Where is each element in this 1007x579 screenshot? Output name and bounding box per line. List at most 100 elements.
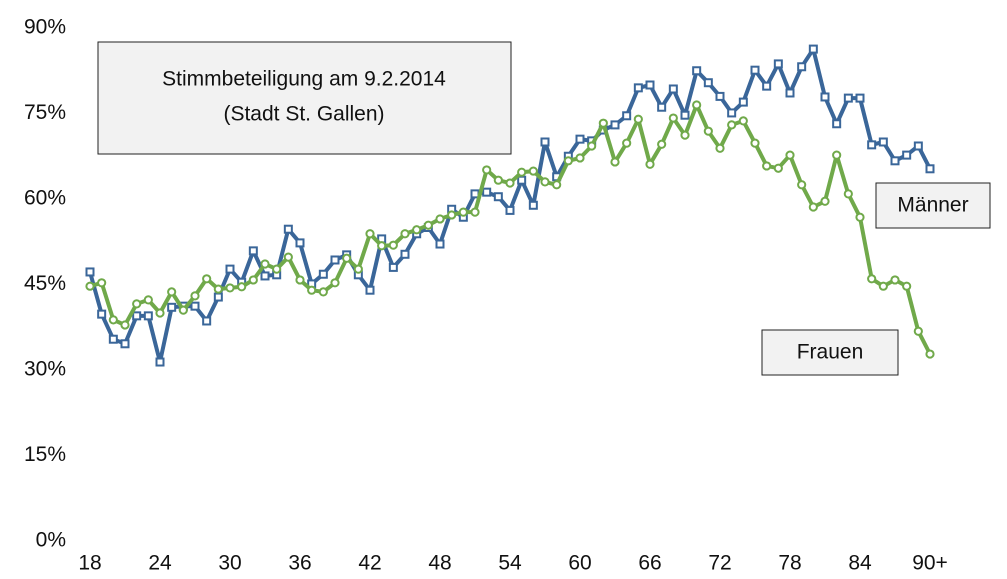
marker xyxy=(365,229,375,239)
marker xyxy=(645,159,655,169)
marker xyxy=(260,259,270,269)
marker xyxy=(120,339,130,349)
marker xyxy=(167,287,177,297)
marker xyxy=(295,275,305,285)
marker xyxy=(365,285,375,295)
marker xyxy=(633,83,643,93)
marker xyxy=(680,110,690,120)
y-tick-label: 75% xyxy=(24,101,66,124)
marker xyxy=(505,205,515,215)
marker xyxy=(575,153,585,163)
marker xyxy=(85,267,95,277)
marker xyxy=(738,116,748,126)
legend-label: Männer xyxy=(897,194,968,217)
marker xyxy=(400,229,410,239)
x-tick-label: 54 xyxy=(498,552,522,575)
marker xyxy=(727,108,737,118)
marker xyxy=(482,187,492,197)
marker xyxy=(843,93,853,103)
marker xyxy=(458,207,468,217)
x-tick-label: 90+ xyxy=(912,552,948,575)
marker xyxy=(727,120,737,130)
x-tick-label: 42 xyxy=(358,552,381,575)
marker xyxy=(575,134,585,144)
marker xyxy=(832,119,842,129)
y-tick-label: 90% xyxy=(24,16,66,39)
marker xyxy=(890,275,900,285)
y-tick-label: 60% xyxy=(24,187,66,210)
marker xyxy=(400,249,410,259)
marker xyxy=(272,264,282,274)
marker xyxy=(167,302,177,312)
x-tick-label: 66 xyxy=(638,552,661,575)
marker xyxy=(598,118,608,128)
marker xyxy=(773,163,783,173)
marker xyxy=(213,284,223,294)
marker xyxy=(283,252,293,262)
marker xyxy=(563,156,573,166)
marker xyxy=(913,326,923,336)
marker xyxy=(155,308,165,318)
y-tick-label: 0% xyxy=(36,529,66,552)
marker xyxy=(540,137,550,147)
x-tick-label: 30 xyxy=(218,552,241,575)
marker xyxy=(237,282,247,292)
marker xyxy=(855,212,865,222)
marker xyxy=(797,62,807,72)
marker xyxy=(622,138,632,148)
marker xyxy=(260,271,270,281)
marker xyxy=(108,334,118,344)
marker xyxy=(505,178,515,188)
marker xyxy=(330,255,340,265)
y-tick-label: 30% xyxy=(24,358,66,381)
marker xyxy=(318,287,328,297)
marker xyxy=(493,175,503,185)
marker xyxy=(330,278,340,288)
marker xyxy=(318,269,328,279)
marker xyxy=(657,102,667,112)
marker xyxy=(552,180,562,190)
marker xyxy=(423,220,433,230)
marker xyxy=(225,283,235,293)
marker xyxy=(715,143,725,153)
marker xyxy=(470,207,480,217)
marker xyxy=(132,299,142,309)
y-tick-label: 15% xyxy=(24,443,66,466)
marker xyxy=(447,210,457,220)
marker xyxy=(388,262,398,272)
marker xyxy=(715,91,725,101)
x-tick-label: 84 xyxy=(848,552,872,575)
marker xyxy=(97,309,107,319)
marker xyxy=(540,177,550,187)
marker xyxy=(855,93,865,103)
marker xyxy=(925,349,935,359)
marker xyxy=(202,316,212,326)
marker xyxy=(120,320,130,330)
marker xyxy=(178,305,188,315)
marker xyxy=(902,281,912,291)
x-tick-label: 36 xyxy=(288,552,311,575)
marker xyxy=(610,157,620,167)
marker xyxy=(820,196,830,206)
marker xyxy=(808,202,818,212)
marker xyxy=(785,150,795,160)
marker xyxy=(97,278,107,288)
x-tick-label: 72 xyxy=(708,552,731,575)
marker xyxy=(867,140,877,150)
marker xyxy=(353,264,363,274)
marker xyxy=(482,165,492,175)
marker xyxy=(633,114,643,124)
marker xyxy=(587,141,597,151)
marker xyxy=(155,357,165,367)
legend-label: Frauen xyxy=(797,341,864,364)
marker xyxy=(342,253,352,263)
marker xyxy=(703,126,713,136)
legend-box xyxy=(875,182,991,229)
marker xyxy=(143,311,153,321)
x-tick-label: 18 xyxy=(78,552,101,575)
marker xyxy=(925,164,935,174)
marker xyxy=(143,295,153,305)
marker xyxy=(295,238,305,248)
marker xyxy=(283,224,293,234)
